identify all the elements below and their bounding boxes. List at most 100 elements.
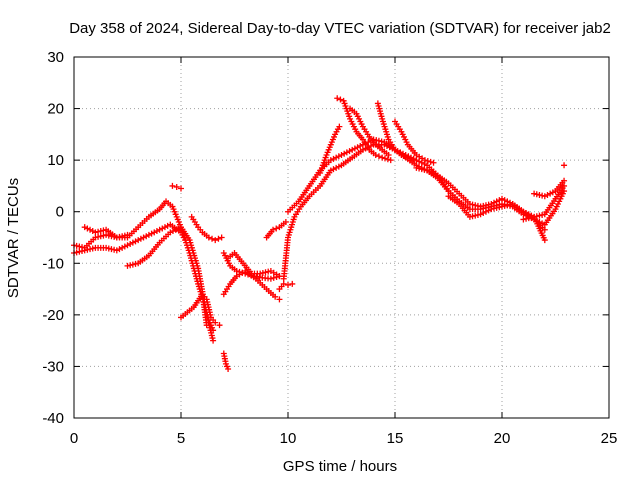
data-point-interp <box>496 197 503 204</box>
data-point <box>124 231 131 238</box>
y-tick-label: -30 <box>42 358 64 375</box>
data-point-interp <box>343 149 350 156</box>
data-point-interp <box>119 244 126 251</box>
data-point-interp <box>549 189 556 196</box>
plot-frame <box>73 56 610 419</box>
data-point <box>135 237 142 244</box>
data-point <box>276 296 283 303</box>
data-point-interp <box>375 153 382 160</box>
data-point-interp <box>175 225 182 232</box>
data-point <box>488 200 495 207</box>
data-point <box>359 146 366 153</box>
data-point-interp <box>410 156 417 163</box>
data-point <box>216 322 223 329</box>
data-point <box>385 151 392 158</box>
data-point <box>167 229 174 236</box>
data-point <box>430 159 437 166</box>
data-point <box>421 157 428 164</box>
data-point <box>218 234 225 241</box>
data-point-interp <box>143 233 150 240</box>
data-point <box>349 146 356 153</box>
series-arc-21 <box>392 118 437 166</box>
data-point-interp <box>401 153 408 160</box>
data-point <box>212 237 219 244</box>
data-point <box>225 366 232 373</box>
series-arc-26 <box>561 162 568 169</box>
data-point-interp <box>384 156 391 163</box>
data-point-interp <box>351 145 358 152</box>
series-arc-12 <box>225 249 283 280</box>
data-point-interp <box>407 155 414 162</box>
data-point-interp <box>547 190 554 197</box>
data-point <box>212 319 219 326</box>
data-point-interp <box>84 225 91 232</box>
data-point-interp <box>148 230 155 237</box>
data-point-interp <box>169 228 176 235</box>
data-point <box>205 234 212 241</box>
data-point <box>233 268 240 275</box>
y-tick-label: 20 <box>47 101 64 118</box>
x-tick-label: 10 <box>280 430 297 447</box>
data-point-interp <box>153 228 160 235</box>
data-point-interp <box>539 220 546 227</box>
series-arc-14 <box>276 280 296 293</box>
x-tick-label: 15 <box>387 430 404 447</box>
data-point <box>178 185 184 192</box>
data-point-interp <box>544 191 551 198</box>
data-point <box>156 226 163 233</box>
data-point <box>272 293 279 300</box>
series-arc-13 <box>263 219 289 241</box>
data-point <box>334 95 341 102</box>
data-point <box>379 154 386 161</box>
data-point-interp <box>354 144 361 151</box>
data-point <box>203 322 210 329</box>
series-arc-6 <box>169 182 184 192</box>
data-point-interp <box>501 197 508 204</box>
data-point <box>173 183 180 190</box>
data-point-interp <box>493 198 500 205</box>
data-point <box>113 247 120 254</box>
data-point-interp <box>341 150 348 157</box>
series-arc-25 <box>531 177 568 200</box>
data-point-interp <box>357 142 364 149</box>
series-arc-3 <box>124 224 217 344</box>
data-point <box>477 211 484 218</box>
data-point-interp <box>140 234 147 241</box>
data-points <box>71 95 568 373</box>
data-point-interp <box>270 274 277 281</box>
data-point-interp <box>429 170 436 177</box>
data-point-interp <box>116 246 123 253</box>
data-point-interp <box>337 96 344 103</box>
data-point <box>372 151 379 158</box>
y-tick-label: 10 <box>47 152 64 169</box>
data-point <box>169 182 176 189</box>
series-arc-2 <box>71 221 189 256</box>
data-point <box>541 226 548 233</box>
x-tick-label: 5 <box>177 430 185 447</box>
y-tick-label: 0 <box>56 204 64 221</box>
data-point-interp <box>89 228 96 235</box>
data-point <box>336 123 343 130</box>
data-point-interp <box>330 166 337 173</box>
x-tick-labels: 0 5 10 15 20 25 <box>70 430 618 447</box>
data-point-interp <box>132 238 139 245</box>
data-point <box>289 280 296 287</box>
data-point-interp <box>161 224 168 231</box>
series-arc-20 <box>374 100 420 164</box>
x-tick-label: 20 <box>494 430 511 447</box>
data-point <box>327 167 334 174</box>
data-point-interp <box>335 163 342 170</box>
data-point <box>338 151 345 158</box>
data-point <box>561 188 568 195</box>
data-point-interp <box>215 235 222 242</box>
data-point <box>270 226 277 233</box>
data-point <box>398 151 405 158</box>
data-point <box>145 231 152 238</box>
data-point-interp <box>209 235 216 242</box>
y-tick-label: -10 <box>42 255 64 272</box>
data-point-interp <box>480 210 487 217</box>
series-arc-7 <box>188 213 225 244</box>
data-point-interp <box>536 219 543 226</box>
data-point-interp <box>151 229 158 236</box>
